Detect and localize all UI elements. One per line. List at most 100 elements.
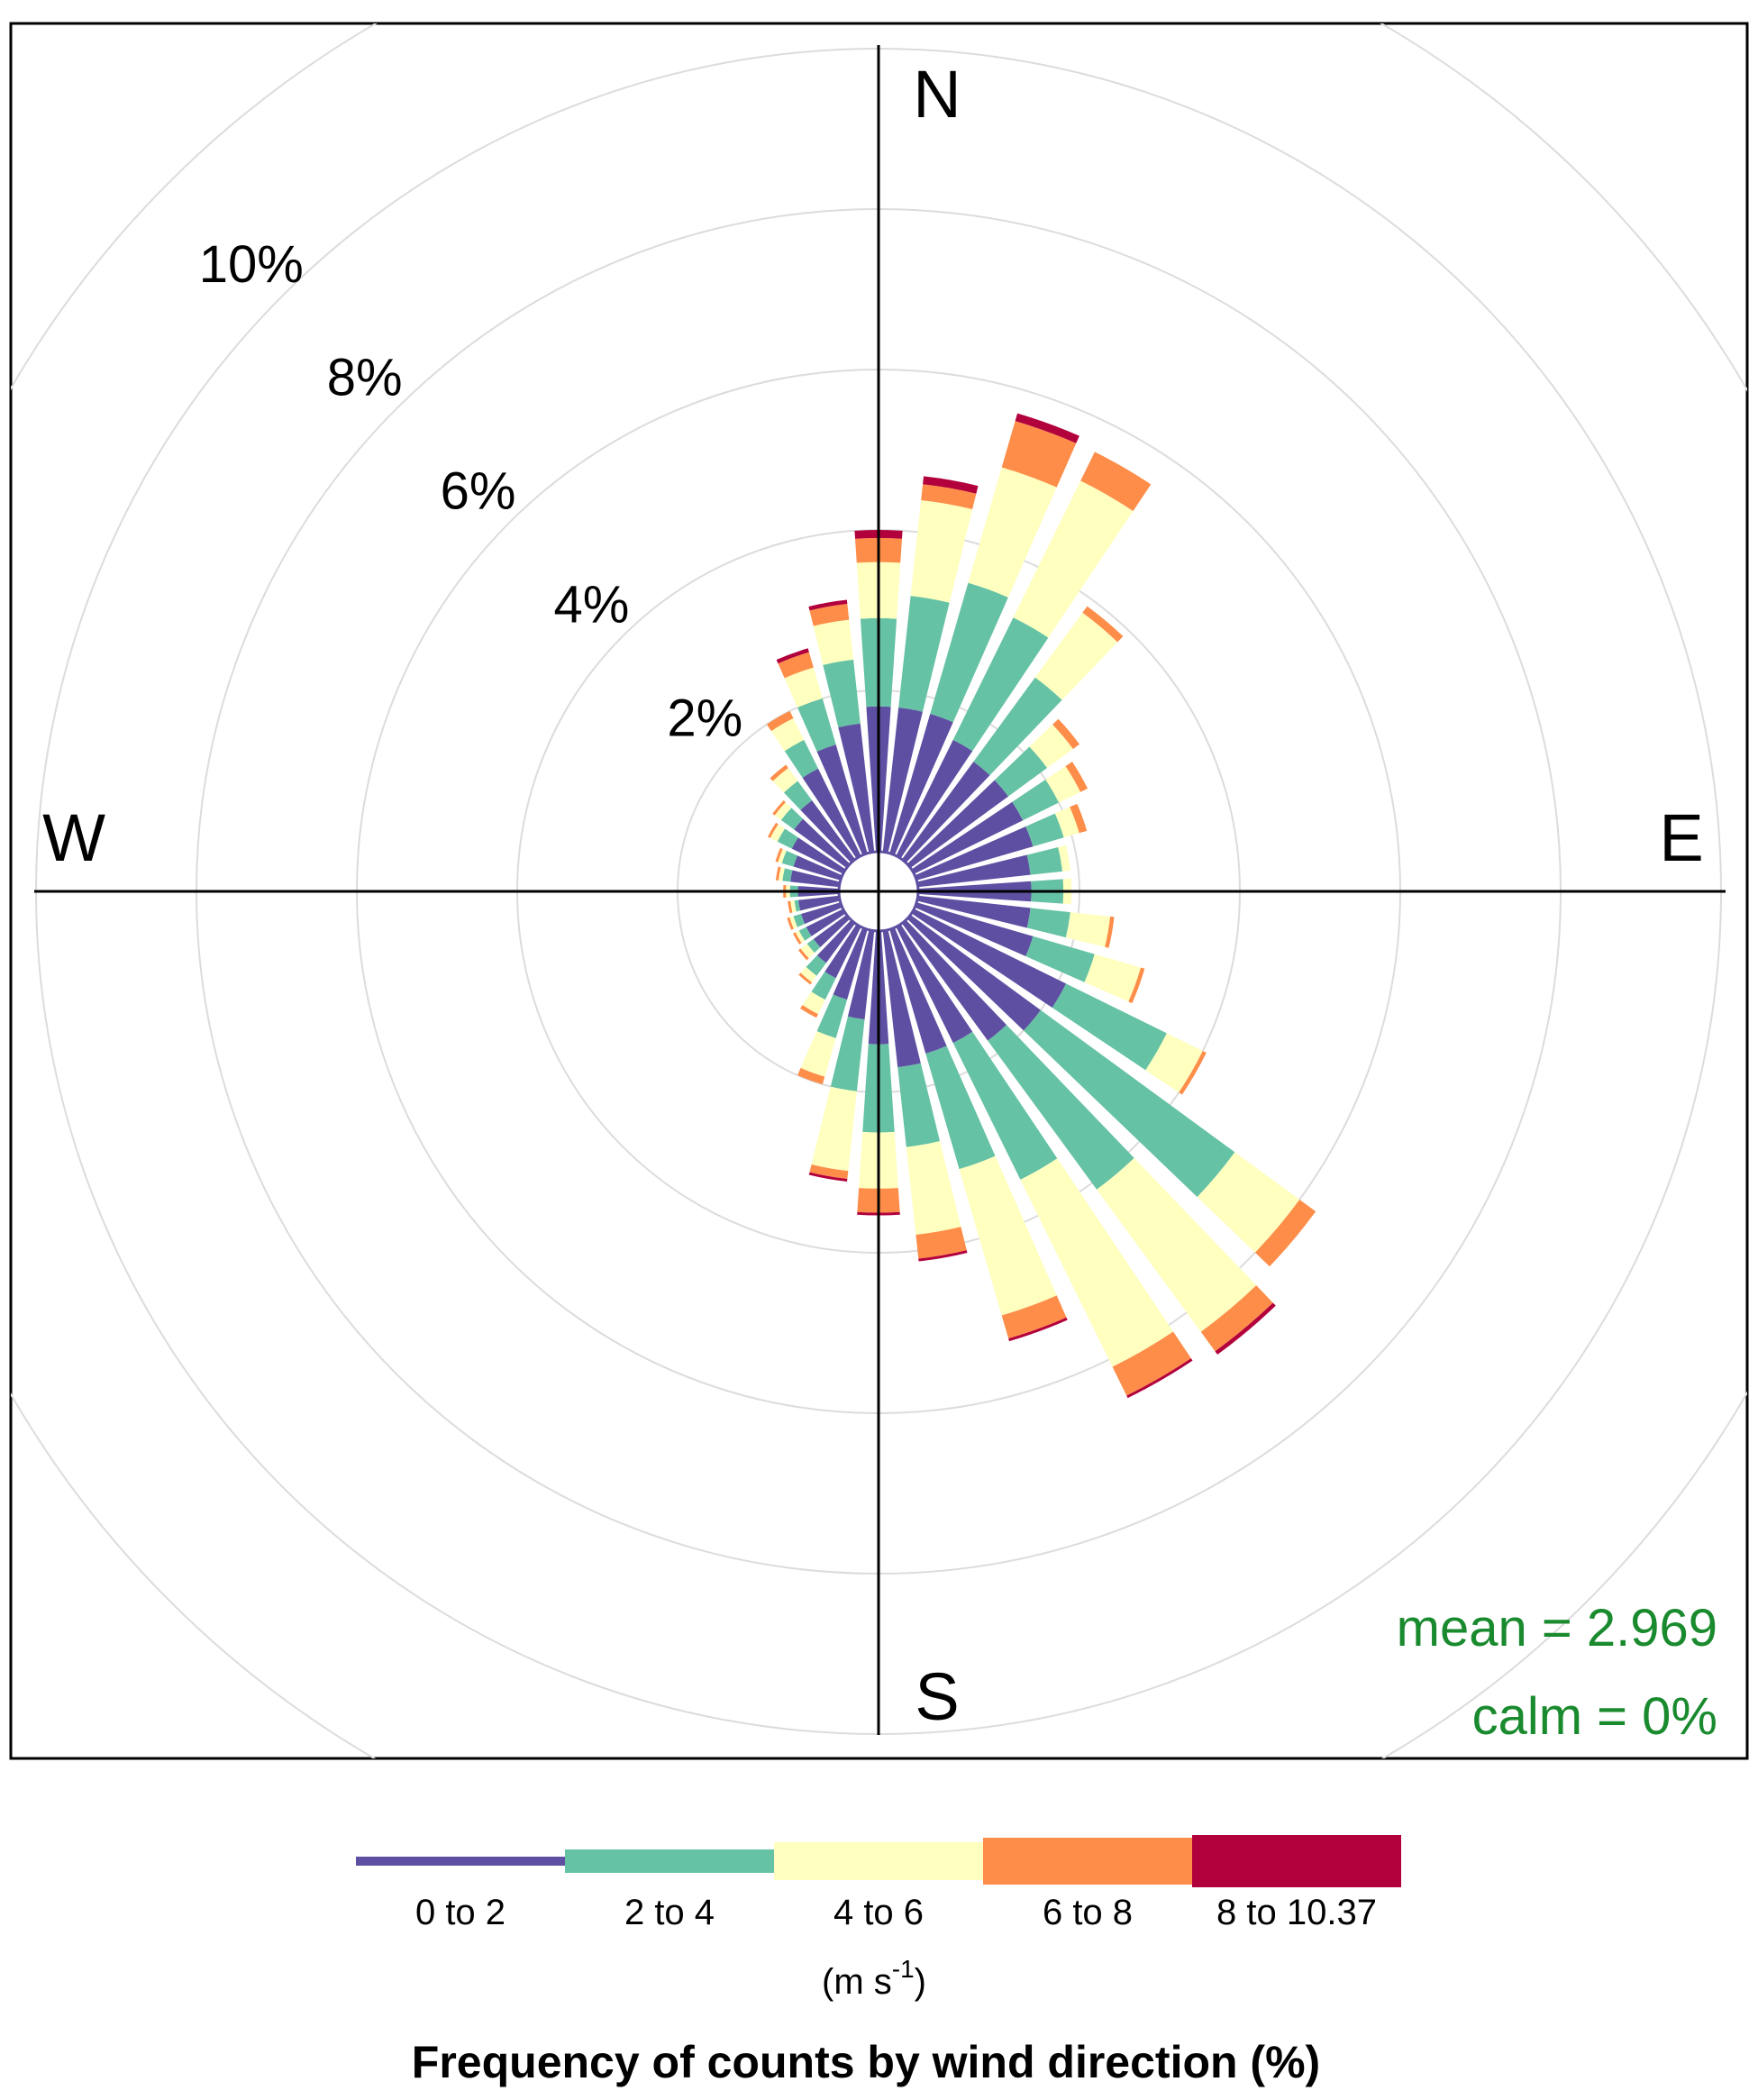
sector-140-bin-0 <box>902 920 1007 1041</box>
sector-60-bin-3 <box>1065 762 1089 792</box>
sector-220-bin-0 <box>816 920 855 963</box>
sector-240-bin-2 <box>795 930 806 944</box>
sector-260-bin-0 <box>798 895 840 911</box>
sector-190-bin-0 <box>847 930 875 1020</box>
sector-310-bin-3 <box>772 800 786 816</box>
sector-120-bin-0 <box>912 908 1067 1009</box>
sector-210-bin-1 <box>811 972 836 1000</box>
sector-70-bin-3 <box>1070 803 1088 834</box>
sector-120-bin-1 <box>1052 983 1167 1071</box>
sector-160-bin-4 <box>1008 1317 1068 1342</box>
sector-60-bin-0 <box>912 801 1024 874</box>
calm-percent-label: calm = 0% <box>1472 1687 1717 1746</box>
sector-240deg <box>793 908 845 945</box>
sector-350-bin-2 <box>813 619 854 665</box>
sector-190deg <box>808 930 875 1182</box>
sector-310-bin-1 <box>780 808 804 830</box>
legend-swatch-0 <box>356 1857 565 1866</box>
sector-170-bin-0 <box>882 930 921 1068</box>
compass-north-label: N <box>913 57 961 132</box>
sector-20-bin-0 <box>889 713 953 854</box>
sector-210-bin-3 <box>800 1005 818 1018</box>
sector-100-bin-2 <box>1065 912 1111 947</box>
sector-170-bin-2 <box>906 1141 961 1235</box>
sector-130-bin-0 <box>907 915 1041 1031</box>
sector-140deg <box>902 920 1276 1355</box>
sector-190-bin-1 <box>830 1016 865 1091</box>
sector-260deg <box>788 895 840 914</box>
legend-labels: 0 to 2 2 to 4 4 to 6 6 to 8 8 to 10.37 <box>415 1893 1377 1932</box>
sector-150-bin-0 <box>896 925 973 1044</box>
sector-50-bin-3 <box>1052 718 1080 750</box>
sector-260-bin-1 <box>794 899 801 912</box>
sector-340deg <box>776 648 868 854</box>
sector-140-bin-2 <box>1097 1157 1257 1332</box>
sector-350deg <box>808 599 875 853</box>
sector-120-bin-3 <box>1179 1051 1207 1095</box>
sector-280deg <box>775 866 840 888</box>
sector-150-bin-3 <box>1112 1331 1191 1396</box>
sector-160-bin-0 <box>889 928 947 1054</box>
sector-230-bin-0 <box>813 915 850 947</box>
sector-250-bin-1 <box>793 913 806 927</box>
ring-label-8: 8% <box>327 349 403 407</box>
sector-80deg <box>917 845 1070 888</box>
sector-80-bin-2 <box>1058 845 1070 872</box>
sector-290-bin-0 <box>793 855 842 881</box>
sector-250-bin-3 <box>787 917 794 930</box>
sector-330deg <box>766 710 861 858</box>
sector-160-bin-3 <box>1001 1295 1067 1339</box>
sector-60-bin-2 <box>1045 766 1081 803</box>
sector-10-bin-1 <box>898 596 950 712</box>
sector-290deg <box>775 847 842 881</box>
sector-150-bin-2 <box>1020 1158 1174 1367</box>
sector-340-bin-0 <box>816 744 868 854</box>
sector-100-bin-1 <box>1026 908 1070 938</box>
sector-110-bin-1 <box>1025 936 1095 982</box>
sector-10-bin-0 <box>882 708 923 853</box>
sector-330-bin-3 <box>766 710 794 732</box>
sector-250-bin-2 <box>789 916 797 929</box>
sector-170-bin-4 <box>918 1250 968 1262</box>
sector-300-bin-2 <box>770 824 786 842</box>
sector-190-bin-4 <box>808 1172 848 1182</box>
sector-290-bin-2 <box>778 849 787 863</box>
sector-260-bin-2 <box>790 900 797 913</box>
sector-350-bin-4 <box>808 599 848 611</box>
sector-120-bin-2 <box>1145 1033 1203 1093</box>
sector-160deg <box>889 928 1068 1342</box>
sector-150-bin-4 <box>1126 1358 1193 1399</box>
ring-label-2: 2% <box>667 689 742 747</box>
sector-280-bin-1 <box>782 868 793 882</box>
sector-100-bin-0 <box>917 895 1031 928</box>
sector-10deg <box>882 476 979 853</box>
sector-50-bin-2 <box>1029 724 1073 769</box>
compass-south-label: S <box>915 1659 959 1734</box>
legend-label-1: 2 to 4 <box>624 1893 715 1932</box>
sector-110-bin-2 <box>1084 954 1142 1002</box>
sector-100-bin-3 <box>1105 916 1115 948</box>
sector-240-bin-3 <box>793 932 802 945</box>
sector-240-bin-1 <box>798 927 812 941</box>
sector-190-bin-3 <box>809 1164 849 1180</box>
radial-tick-labels: 2% 4% 6% 8% 10% <box>199 235 742 747</box>
wind-sectors <box>766 413 1316 1399</box>
sector-160-bin-1 <box>925 1045 996 1170</box>
sector-300-bin-3 <box>768 822 779 838</box>
sector-280-bin-0 <box>790 870 840 888</box>
sector-340-bin-2 <box>784 667 823 708</box>
sector-50-bin-1 <box>994 746 1048 797</box>
sector-50deg <box>907 718 1080 868</box>
sector-220deg <box>798 920 855 985</box>
sector-200deg <box>797 928 868 1085</box>
sector-320-bin-3 <box>770 764 788 781</box>
sector-330-bin-0 <box>802 768 861 858</box>
sector-250-bin-0 <box>801 902 842 925</box>
sector-210deg <box>800 925 861 1018</box>
legend-label-4: 8 to 10.37 <box>1216 1893 1377 1932</box>
speed-legend: 0 to 2 2 to 4 4 to 6 6 to 8 8 to 10.37 (m s-… <box>356 1835 1401 2087</box>
sector-160-bin-2 <box>959 1155 1057 1316</box>
sector-80-bin-0 <box>917 854 1031 888</box>
sector-110-bin-0 <box>915 902 1034 957</box>
sector-220-bin-2 <box>800 966 817 982</box>
